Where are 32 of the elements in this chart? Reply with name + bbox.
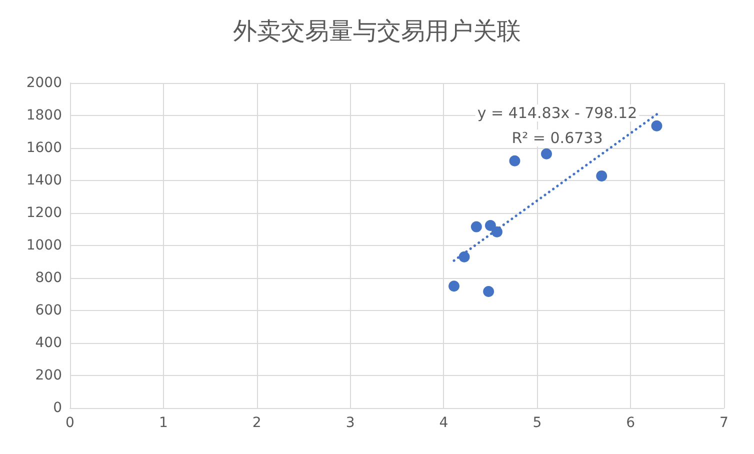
y-tick-label: 600 xyxy=(35,302,62,318)
x-tick-label: 4 xyxy=(439,415,448,431)
y-tick-label: 1200 xyxy=(26,205,62,221)
point xyxy=(483,286,494,297)
point xyxy=(651,120,662,132)
x-tick-label: 0 xyxy=(66,415,74,431)
point xyxy=(509,155,520,166)
y-tick-label: 1600 xyxy=(26,140,62,156)
x-tick-label: 2 xyxy=(252,415,262,431)
point xyxy=(484,220,496,232)
point xyxy=(596,170,608,182)
chart-title: 外卖交易量与交易用户关联 xyxy=(233,17,521,45)
y-tick-label: 1000 xyxy=(26,238,62,254)
y-tick-label: 200 xyxy=(35,368,62,384)
point xyxy=(491,226,502,238)
y-tick-label: 1400 xyxy=(26,172,62,188)
point xyxy=(540,148,552,160)
x-tick-label: 7 xyxy=(720,415,728,431)
x-tick-label: 3 xyxy=(346,415,355,431)
y-tick-label: 1800 xyxy=(26,108,62,124)
annotation: R² = 0.6733 xyxy=(512,129,603,147)
y-tick-label: 400 xyxy=(35,335,62,351)
annotation: y = 414.83x - 798.12 xyxy=(477,104,638,122)
x-tick-label: 1 xyxy=(158,415,168,431)
point xyxy=(448,280,460,292)
y-tick-label: 2000 xyxy=(26,75,62,91)
point xyxy=(458,251,470,262)
point xyxy=(470,221,482,232)
x-tick-label: 5 xyxy=(532,415,542,431)
x-tick-label: 6 xyxy=(626,415,636,431)
y-tick-label: 0 xyxy=(53,400,62,416)
y-tick-label: 800 xyxy=(35,270,62,286)
